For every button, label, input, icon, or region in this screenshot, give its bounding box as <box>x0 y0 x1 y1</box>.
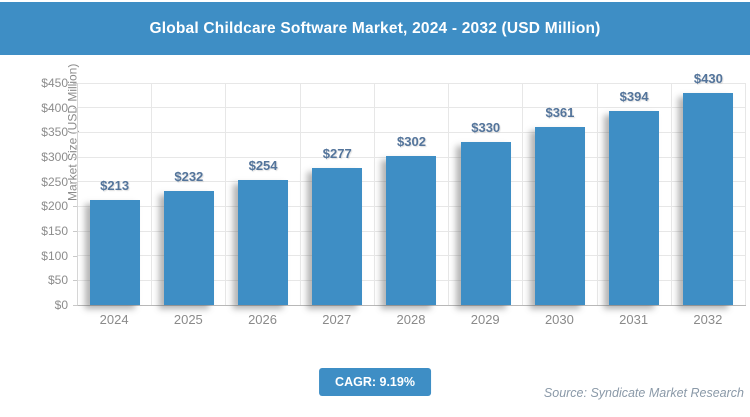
y-tick-label: $150 <box>41 224 68 238</box>
x-axis-labels: 2024 2025 2026 2027 2028 2029 2030 2031 2032 <box>77 312 745 332</box>
bar-column-2027: $277 <box>301 83 375 305</box>
y-tick-label: $0 <box>54 298 68 312</box>
bar-column-2029: $330 <box>449 83 524 305</box>
gridline-350 <box>78 131 746 133</box>
value-label-2029: $330 <box>471 120 501 136</box>
bar-column-2031: $394 <box>598 83 672 305</box>
value-label-2024: $213 <box>100 177 130 193</box>
bar-2030 <box>534 126 585 305</box>
y-tick-label: $300 <box>41 150 68 164</box>
y-tick-label: $50 <box>47 273 68 288</box>
value-label-2027: $277 <box>322 146 352 162</box>
y-tick-mark <box>73 255 77 257</box>
cagr-label: CAGR: 9.19% <box>335 375 415 389</box>
bar-2025 <box>163 190 214 305</box>
bar-column-2025: $232 <box>152 83 227 305</box>
bar-2028 <box>386 156 437 305</box>
y-tick-mark <box>73 305 77 306</box>
x-label-2030: 2030 <box>544 312 574 327</box>
chart-title: Global Childcare Software Market, 2024 -… <box>149 19 601 37</box>
y-tick-label: $450 <box>41 76 68 90</box>
y-tick-label: $400 <box>41 100 68 115</box>
value-label-2032: $430 <box>693 70 723 86</box>
bar-2029 <box>460 142 511 305</box>
y-tick-mark <box>73 181 77 183</box>
x-label-2029: 2029 <box>470 312 500 327</box>
bar-column-2026: $254 <box>226 83 301 305</box>
chart-title-bar: Global Childcare Software Market, 2024 -… <box>0 2 750 55</box>
y-tick-mark <box>73 132 77 134</box>
value-label-2030: $361 <box>545 104 575 120</box>
y-tick-mark <box>73 83 77 84</box>
x-label-2024: 2024 <box>99 312 129 327</box>
bar-column-2032: $430 <box>672 71 746 305</box>
bar-column-2028: $302 <box>375 83 450 305</box>
x-label-2025: 2025 <box>173 312 203 327</box>
value-label-2028: $302 <box>397 134 426 150</box>
gridline-450 <box>78 82 746 84</box>
bar-columns: $213 $232 $254 $277 $302 $330 $361 $394 $430 <box>78 71 746 305</box>
y-tick-mark <box>73 206 77 208</box>
x-label-2032: 2032 <box>693 312 723 327</box>
gridline-400 <box>78 107 746 109</box>
x-label-2031: 2031 <box>619 312 649 327</box>
plot-area: $213 $232 $254 $277 $302 $330 $361 $394 $430 <box>77 71 746 306</box>
bar-2031 <box>609 110 660 305</box>
value-label-2031: $394 <box>619 88 649 104</box>
source-text: Source: Syndicate Market Research <box>543 386 744 400</box>
x-label-2028: 2028 <box>396 312 426 327</box>
y-tick-mark <box>73 231 77 232</box>
y-tick-label: $200 <box>41 199 68 214</box>
cagr-badge: CAGR: 9.19% <box>319 368 431 396</box>
bar-2027 <box>312 168 363 305</box>
x-label-2026: 2026 <box>248 312 277 327</box>
y-tick-label: $350 <box>41 125 68 140</box>
y-tick-mark <box>73 157 77 158</box>
bar-2026 <box>238 179 289 305</box>
bar-column-2024: $213 <box>78 83 153 305</box>
y-tick-mark <box>73 280 77 282</box>
x-label-2027: 2027 <box>322 312 352 327</box>
y-tick-label: $250 <box>41 174 68 189</box>
y-tick-label: $100 <box>41 248 68 263</box>
bar-column-2030: $361 <box>523 83 598 305</box>
y-tick-mark <box>73 107 77 109</box>
value-label-2025: $232 <box>174 168 204 184</box>
bar-2024 <box>89 199 140 305</box>
bar-2032 <box>683 92 734 305</box>
value-label-2026: $254 <box>248 157 278 173</box>
